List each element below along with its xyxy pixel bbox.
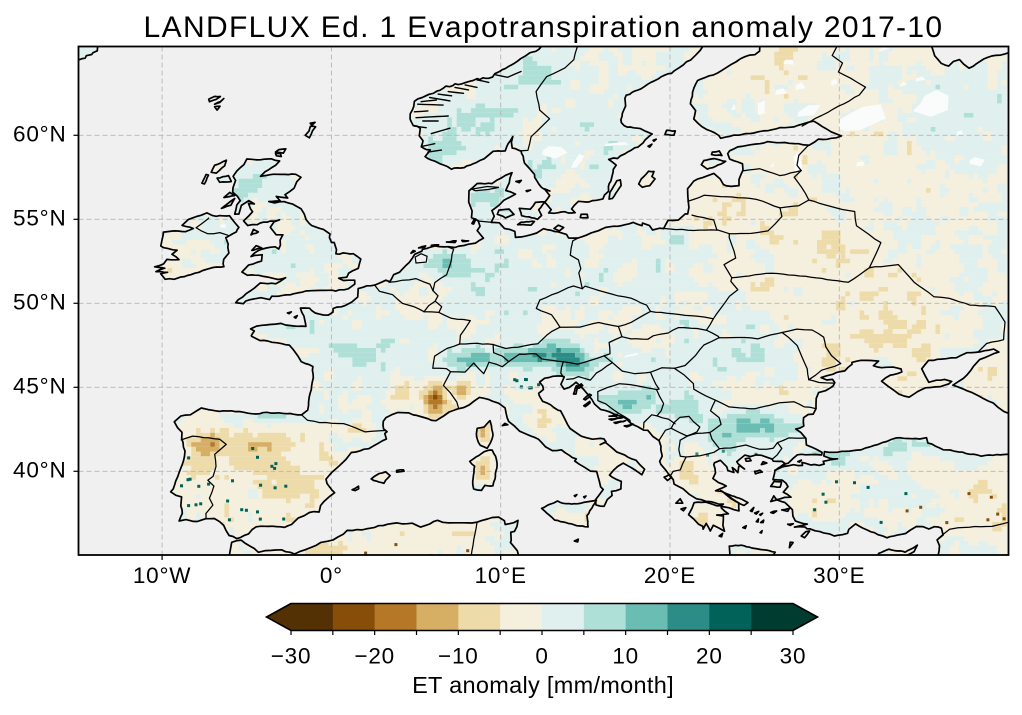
svg-text:20: 20	[696, 644, 723, 669]
svg-text:45°N: 45°N	[13, 374, 66, 399]
svg-text:0: 0	[535, 644, 548, 669]
svg-text:60°N: 60°N	[13, 122, 66, 147]
svg-text:55°N: 55°N	[13, 206, 66, 231]
svg-text:10°W: 10°W	[133, 563, 191, 588]
svg-text:−30: −30	[271, 644, 312, 669]
svg-text:−10: −10	[438, 644, 479, 669]
svg-text:10: 10	[612, 644, 639, 669]
svg-text:40°N: 40°N	[13, 458, 66, 483]
svg-text:30°E: 30°E	[813, 563, 865, 588]
svg-text:0°: 0°	[320, 563, 343, 588]
svg-text:LANDFLUX Ed. 1 Evapotranspirat: LANDFLUX Ed. 1 Evapotranspiration anomal…	[144, 11, 944, 44]
svg-text:20°E: 20°E	[644, 563, 696, 588]
svg-text:10°E: 10°E	[475, 563, 527, 588]
svg-text:ET anomaly [mm/month]: ET anomaly [mm/month]	[412, 672, 674, 698]
svg-text:30: 30	[780, 644, 807, 669]
svg-text:−20: −20	[354, 644, 395, 669]
svg-text:50°N: 50°N	[13, 290, 66, 315]
